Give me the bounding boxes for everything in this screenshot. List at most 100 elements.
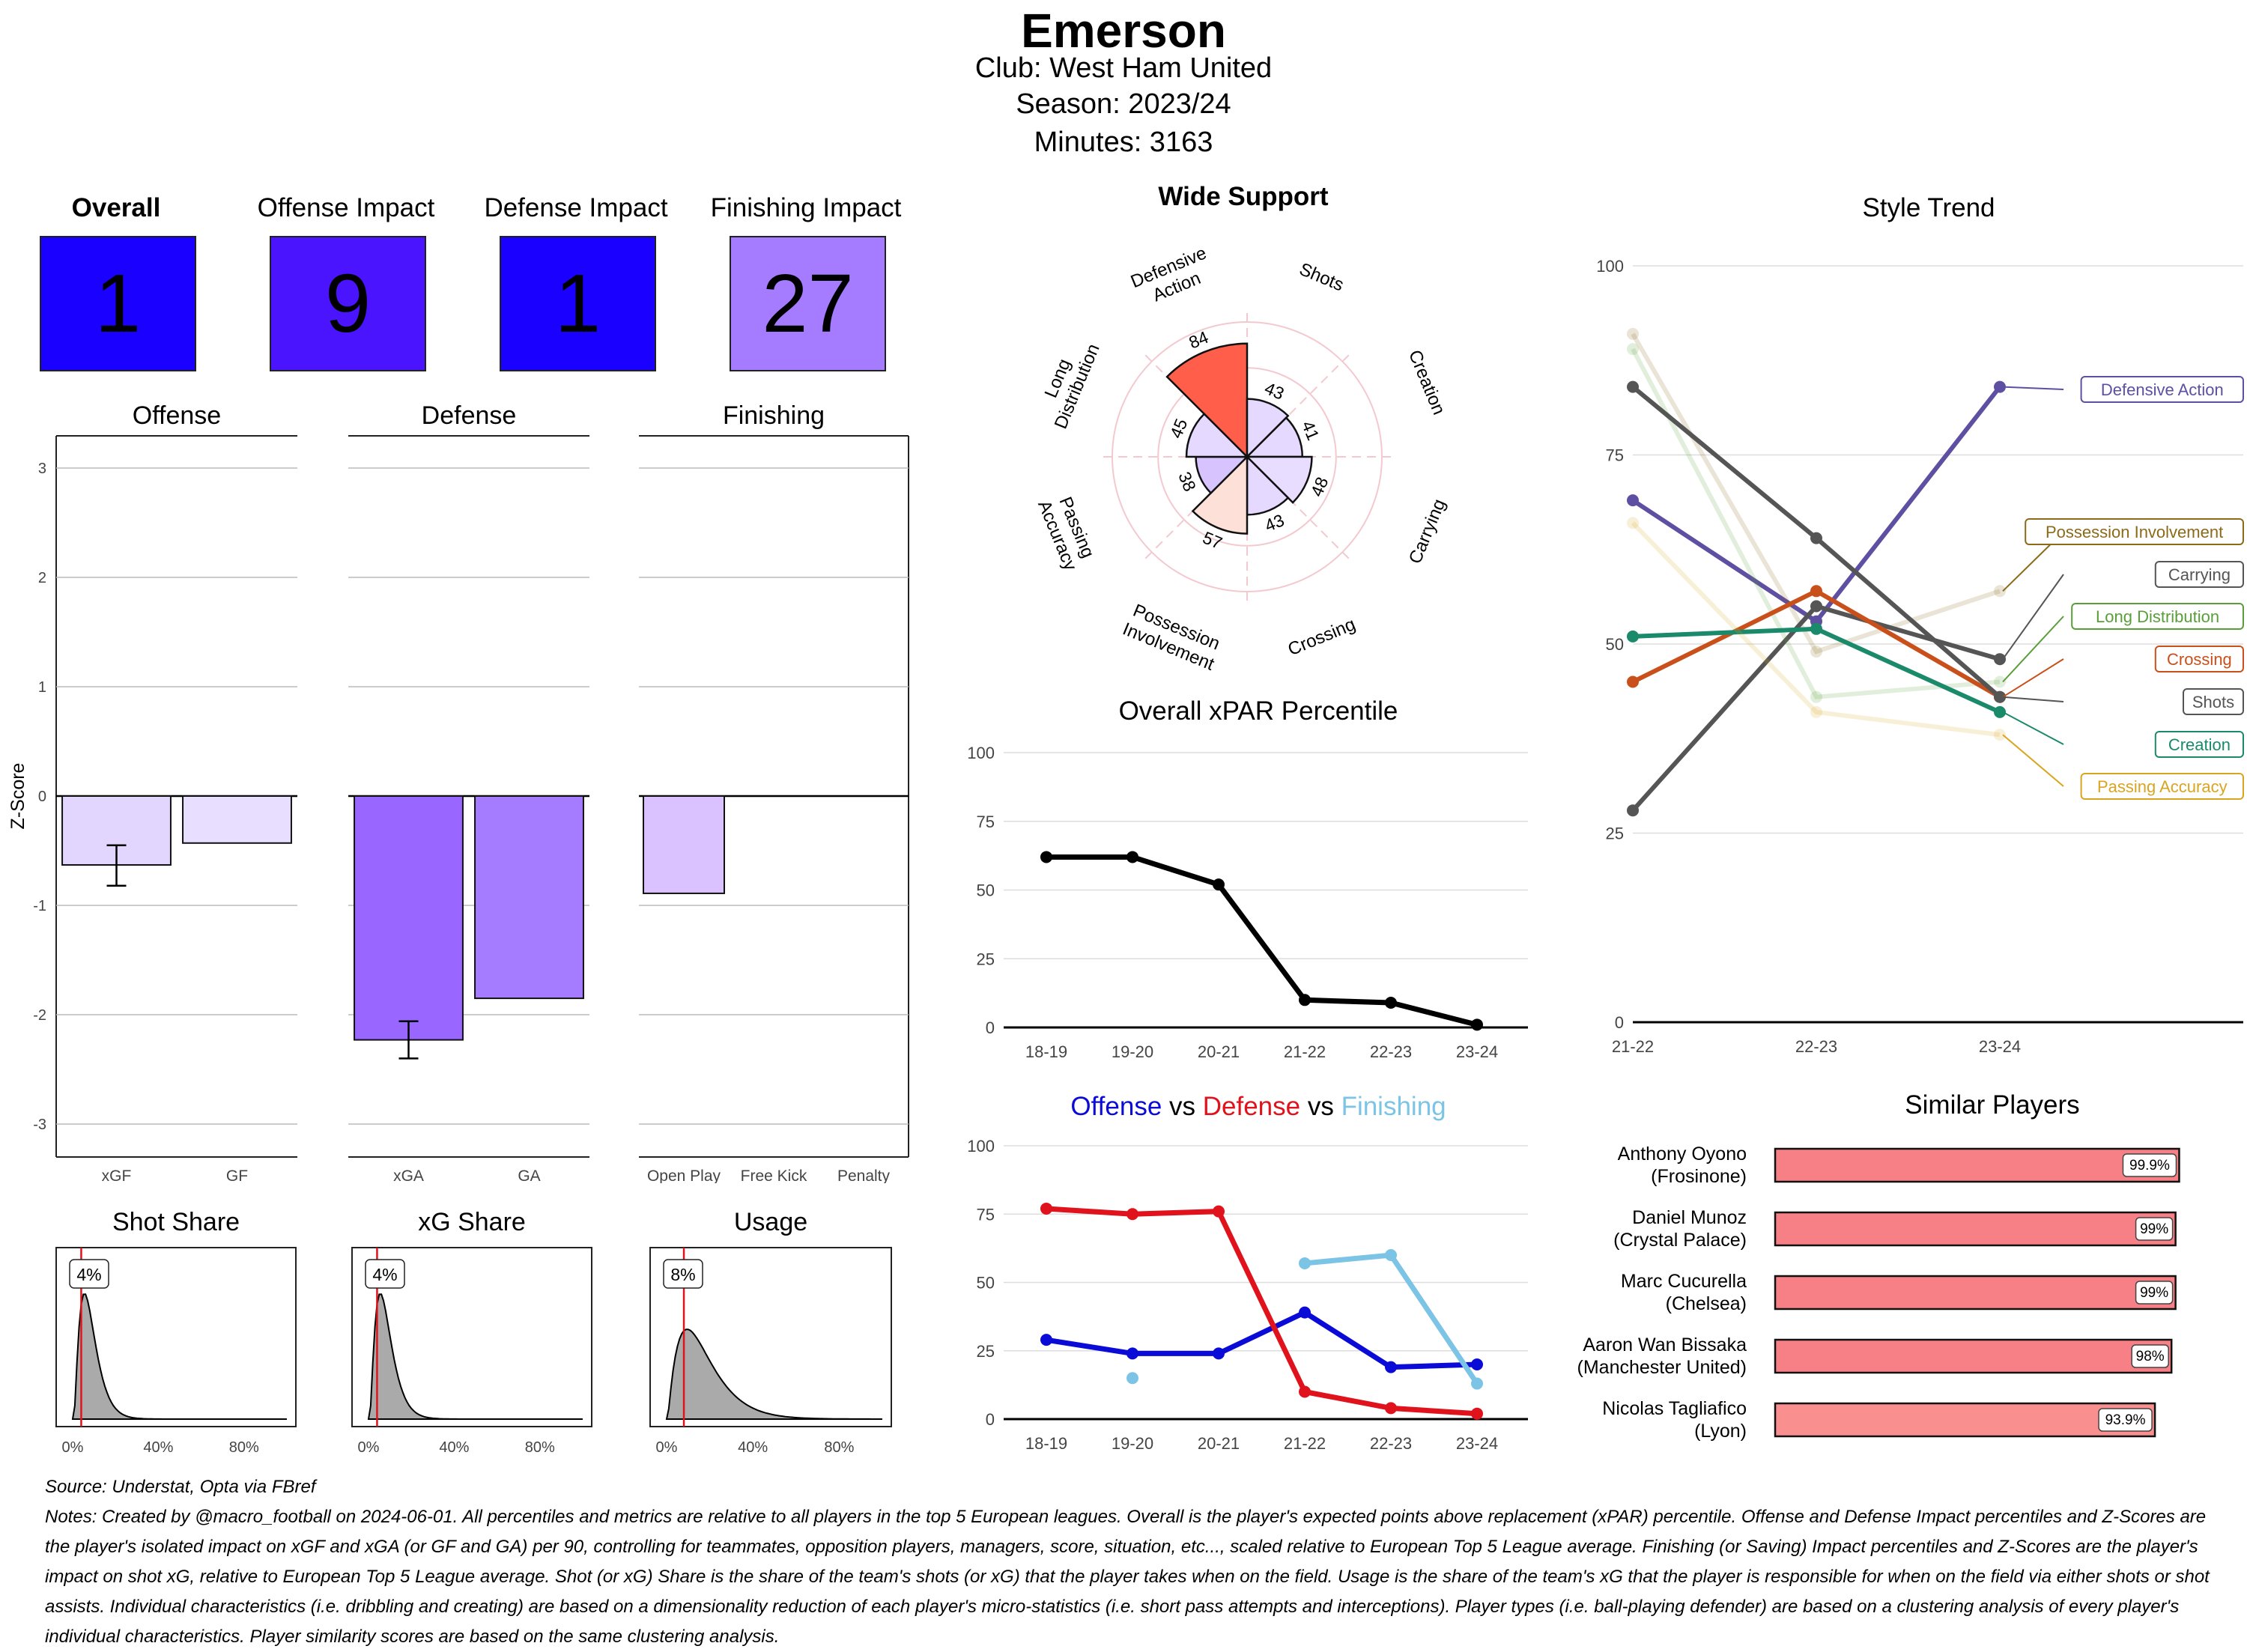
ytick: 25 [977,1342,995,1361]
zscore-ytick: 3 [38,461,46,477]
series-line-defense [1046,1206,1478,1417]
dist-xtick: 0% [358,1439,380,1456]
radar-wedge [1246,398,1290,460]
tile-label-finishing-impact: Finishing Impact [710,193,902,222]
radar-axis-label: DefensiveAction [1128,243,1218,312]
zscore-bar-gf [182,795,292,844]
series-point [1994,690,2006,703]
similar-player-club: (Manchester United) [1577,1357,1747,1378]
style-trend-chart: 0 25 50 75 100 21-22 22-23 23-24 Defensive Actio… [1596,257,2245,1056]
tile-value-overall: 1 [40,236,196,371]
series-point [1126,1372,1138,1385]
marker-label-box [365,1259,405,1289]
series-point [1040,1334,1052,1346]
series-label: Carrying [2168,565,2231,584]
zscore-xtick: xGA [393,1167,424,1183]
ytick: 25 [977,950,995,968]
series-point [1471,1358,1483,1370]
zscore-xtick: xGF [102,1167,132,1183]
series-point [1471,1018,1483,1031]
xpar-line-chart: 0 25 50 75 100 18-19 19-20 20-21 21-22 22-23 23-24 [967,744,1528,1061]
dist-xtick: 40% [143,1439,173,1456]
marker-label: 8% [670,1265,695,1284]
series-point [1627,380,1639,393]
series-point [1627,630,1639,643]
xtick: 20-21 [1198,1434,1240,1453]
radar-axis-label: PassingAccuracy [1034,490,1100,574]
series-label-box [2080,376,2244,403]
marker-label: 4% [76,1265,101,1284]
series-point [1213,878,1225,891]
zscore-ytick: -3 [33,1117,46,1133]
season-line: Season: 2023/24 [1016,88,1231,120]
series-label-box [2154,731,2244,758]
series-point [1994,585,2006,598]
label-leader [2002,734,2064,787]
ytick: 75 [977,813,995,831]
ovd-title-part: vs [1300,1092,1341,1121]
series-label: Defensive Action [2101,380,2224,399]
series-point [1385,1402,1397,1415]
zscore-xtick: GA [518,1167,540,1183]
radar-wedge [1165,342,1249,460]
tile-value-offense-impact: 9 [270,236,426,371]
similarity-label-box [2131,1344,2169,1368]
zscore-bar-ga [474,795,584,1000]
similar-player-club: (Frosinone) [1651,1166,1747,1187]
series-point [1627,675,1639,688]
radar-wedge [1185,412,1250,458]
radar-axis-label: Crossing [1285,614,1359,660]
ytick: 0 [1615,1013,1624,1032]
zscore-ytick: -2 [33,1007,46,1024]
xtick: 21-22 [1612,1037,1654,1056]
ytick: 75 [977,1205,995,1224]
xtick: 21-22 [1284,1042,1326,1061]
label-leader [2002,616,2064,683]
club-line: Club: West Ham United [974,52,1273,84]
dist-title: xG Share [418,1208,526,1236]
similar-player-name: Marc Cucurella [1621,1271,1747,1292]
label-leader [2002,386,2064,390]
similarity-label: 93.9% [2105,1412,2146,1428]
label-leader [2002,711,2064,745]
series-point [1810,585,1822,598]
series-label: Shots [2192,693,2234,711]
radar-axis-label: Carrying [1405,496,1450,567]
series-label: Creation [2168,735,2231,754]
ovd-title-part: Defense [1202,1092,1301,1121]
series-point [1810,622,1822,635]
player-name: Emerson [1021,4,1226,58]
dist-xtick: 80% [229,1439,259,1456]
series-point [1810,532,1822,544]
methodology-notes: Notes: Created by @macro_football on 202… [45,1507,2210,1647]
similarity-bar [1774,1275,2177,1311]
similarity-bar [1774,1338,2173,1374]
marker-label: 4% [372,1265,397,1284]
series-point [1810,690,1822,703]
series-line-overall [1046,854,1478,1027]
ytick: 0 [986,1018,995,1037]
xtick: 21-22 [1284,1434,1326,1453]
dist-xtick: 0% [656,1439,678,1456]
series-label-box [2183,688,2244,715]
dist-title: Shot Share [112,1208,240,1236]
series-line-offense [1046,1309,1478,1370]
xtick: 20-21 [1198,1042,1240,1061]
zscore-panel-title: Finishing [723,401,825,430]
series-label: Crossing [2167,650,2232,669]
ovd-line-chart: 0 25 50 75 100 18-19 19-20 20-21 21-22 22-23 23-24 [967,1137,1528,1453]
ytick: 50 [1606,635,1624,654]
density-curve [665,1328,882,1420]
radar-chart: 84 DefensiveAction 43 Shots 41 Creation 48 Carr… [1034,243,1450,675]
marker-label-box [663,1259,703,1289]
series-point [1627,804,1639,817]
ovd-title-part: Finishing [1341,1092,1446,1121]
zscore-xtick: Open Play [647,1167,721,1183]
similar-player-name: Daniel Munoz [1632,1207,1747,1228]
series-point [1299,1306,1311,1319]
dist-xtick: 0% [62,1439,84,1456]
series-point [1810,705,1822,718]
series-point [1810,646,1822,658]
radar-value: 57 [1200,528,1225,553]
radar-value: 84 [1186,327,1211,353]
